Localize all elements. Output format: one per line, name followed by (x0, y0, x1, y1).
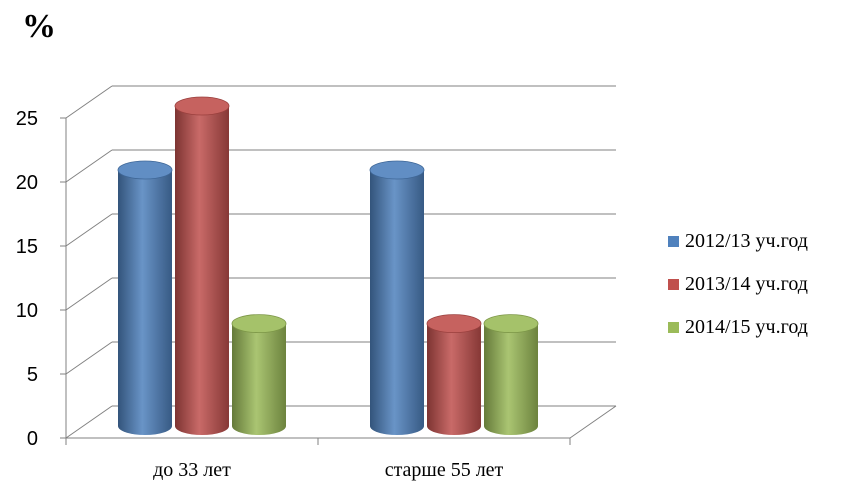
bar (427, 323, 481, 435)
gridline (65, 85, 113, 119)
y-tick-label: 5 (27, 364, 38, 386)
bar-top (117, 160, 173, 180)
bar (370, 170, 424, 435)
axes (60, 117, 571, 445)
gridline (65, 213, 113, 247)
floor-edge (65, 405, 113, 439)
x-category-label: старше 55 лет (385, 459, 504, 481)
legend-item: 2012/13 уч.год (668, 230, 808, 252)
bar-top (369, 160, 425, 180)
bar (175, 106, 229, 435)
gridline (65, 341, 113, 375)
bar-top (483, 314, 539, 334)
bar-top (174, 96, 230, 116)
legend-swatch (668, 235, 679, 247)
legend-label: 2012/13 уч.год (685, 229, 808, 252)
axis-labels: 0 5 10 15 20 25 до 33 лет старше 55 лет (16, 108, 504, 481)
gridline (65, 149, 113, 183)
legend-label: 2014/15 уч.год (685, 315, 808, 338)
bar-top (426, 314, 482, 334)
bars (117, 96, 539, 435)
unit-label: % (22, 8, 56, 45)
legend-item: 2014/15 уч.год (668, 316, 808, 338)
legend-item: 2013/14 уч.год (668, 273, 808, 295)
y-tick-label: 20 (16, 172, 38, 194)
gridline (65, 277, 113, 311)
y-tick-label: 15 (16, 236, 38, 258)
legend: 2012/13 уч.год 2013/14 уч.год 2014/15 уч… (668, 230, 808, 359)
floor-edge (569, 405, 617, 439)
bar (484, 323, 538, 435)
bar (118, 170, 172, 435)
y-tick-label: 10 (16, 300, 38, 322)
legend-label: 2013/14 уч.год (685, 272, 808, 295)
y-tick-label: 0 (27, 428, 38, 450)
y-tick-label: 25 (16, 108, 38, 130)
x-category-label: до 33 лет (153, 459, 231, 481)
bar (232, 323, 286, 435)
legend-swatch (668, 321, 679, 333)
legend-swatch (668, 278, 679, 290)
bar-top (231, 314, 287, 334)
